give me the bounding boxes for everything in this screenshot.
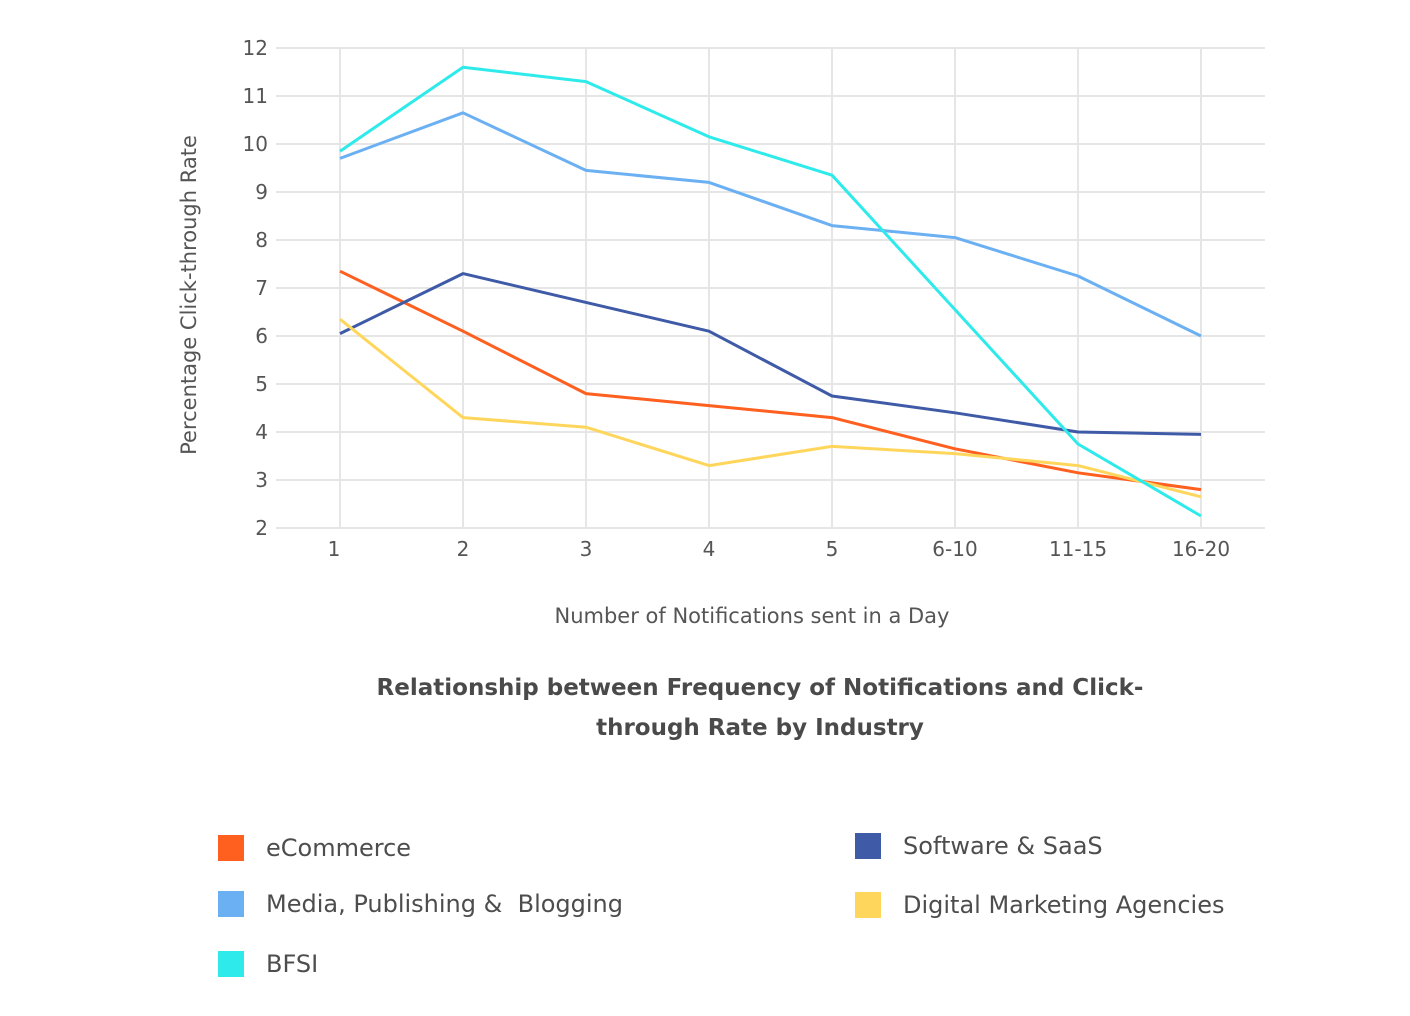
x-tick-label: 5 <box>826 537 839 561</box>
y-tick-label: 4 <box>255 420 268 444</box>
y-tick-label: 11 <box>243 84 268 108</box>
legend-item-digital-marketing-agencies: Digital Marketing Agencies <box>855 891 1224 919</box>
y-tick-label: 2 <box>255 516 268 540</box>
y-axis-label: Percentage Click-through Rate <box>177 135 201 455</box>
series-line-digital-marketing-agencies <box>339 318 1202 499</box>
series-line-media-publishing-blogging <box>339 111 1202 338</box>
y-tick-label: 5 <box>255 372 268 396</box>
legend-item-bfsi: BFSI <box>218 950 318 978</box>
grid <box>276 47 1265 529</box>
series-lines <box>339 65 1202 518</box>
x-tick-label: 3 <box>580 537 593 561</box>
legend-label: eCommerce <box>266 834 412 862</box>
y-tick-label: 7 <box>255 276 268 300</box>
legend-label: Media, Publishing & Blogging <box>266 890 623 918</box>
x-tick-label: 1 <box>328 537 341 561</box>
legend-label: Software & SaaS <box>903 832 1103 860</box>
legend-swatch <box>218 835 244 861</box>
x-tick-label: 16-20 <box>1172 537 1230 561</box>
series-line-software-saas <box>339 272 1202 436</box>
series-line-ecommerce <box>339 269 1202 492</box>
x-tick-label: 4 <box>703 537 716 561</box>
x-axis-label: Number of Notifications sent in a Day <box>555 604 950 628</box>
y-tick-label: 9 <box>255 180 268 204</box>
legend-label: BFSI <box>266 950 319 978</box>
legend-item-software-saas: Software & SaaS <box>855 832 1103 860</box>
x-tick-label: 6-10 <box>932 537 977 561</box>
y-tick-label: 12 <box>243 36 268 60</box>
y-tick-label: 10 <box>243 132 268 156</box>
legend-swatch <box>855 892 881 918</box>
x-tick-label: 2 <box>457 537 470 561</box>
legend-item-media-publishing-blogging: Media, Publishing & Blogging <box>218 890 623 918</box>
legend-label: Digital Marketing Agencies <box>903 891 1225 919</box>
legend-item-ecommerce: eCommerce <box>218 834 411 862</box>
legend-swatch <box>218 951 244 977</box>
series-line-bfsi <box>339 65 1202 518</box>
y-tick-label: 8 <box>255 228 268 252</box>
x-tick-label: 11-15 <box>1049 537 1107 561</box>
legend-swatch <box>855 833 881 859</box>
chart-title: Relationship between Frequency of Notifi… <box>376 675 1144 741</box>
y-tick-label: 3 <box>255 468 268 492</box>
y-axis-ticks: 2 3 4 5 6 7 8 9 10 11 12 <box>243 36 268 540</box>
y-tick-label: 6 <box>255 324 268 348</box>
legend-swatch <box>218 891 244 917</box>
x-axis-ticks: 1 2 3 4 5 6-10 11-15 16-20 <box>328 537 1230 561</box>
